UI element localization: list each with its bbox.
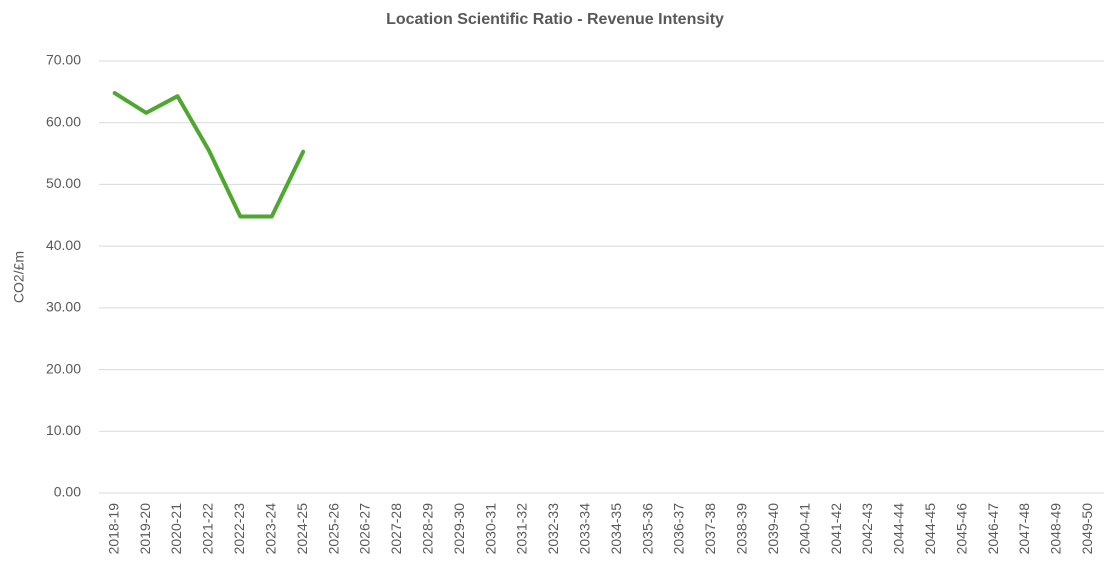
x-tick-label: 2046-47 — [985, 503, 1001, 555]
x-tick-label: 2021-22 — [200, 503, 216, 555]
x-tick-label: 2023-24 — [262, 503, 278, 555]
x-tick-label: 2047-48 — [1016, 503, 1032, 555]
x-tick-label: 2035-36 — [639, 503, 655, 555]
x-tick-label: 2027-28 — [388, 503, 404, 555]
y-axis-label: CO2/£m — [11, 251, 27, 303]
x-tick-label: 2020-21 — [168, 503, 184, 555]
x-tick-label: 2040-41 — [796, 503, 812, 555]
x-tick-label: 2028-29 — [419, 503, 435, 555]
y-tick-label: 70.00 — [46, 52, 81, 68]
x-tick-label: 2022-23 — [231, 503, 247, 555]
x-tick-label: 2024-25 — [294, 503, 310, 555]
x-tick-label: 2034-35 — [608, 503, 624, 555]
x-tick-label: 2033-34 — [577, 503, 593, 555]
x-tick-label: 2042-43 — [859, 503, 875, 555]
x-tick-label: 2019-20 — [137, 503, 153, 555]
x-tick-label: 2026-27 — [357, 503, 373, 555]
x-tick-label: 2048-49 — [1048, 503, 1064, 555]
y-tick-label: 60.00 — [46, 113, 81, 129]
x-tick-label: 2045-46 — [953, 503, 969, 555]
x-tick-label: 2032-33 — [545, 503, 561, 555]
y-tick-label: 30.00 — [46, 299, 81, 315]
x-tick-label: 2025-26 — [325, 503, 341, 555]
x-tick-label: 2036-37 — [671, 503, 687, 555]
x-tick-label: 2044-45 — [922, 503, 938, 555]
chart-title: Location Scientific Ratio - Revenue Inte… — [386, 11, 724, 28]
x-tick-label: 2039-40 — [765, 503, 781, 555]
x-tick-label: 2018-19 — [105, 503, 121, 555]
x-tick-label: 2041-42 — [828, 503, 844, 555]
data-line — [112, 91, 306, 219]
x-tick-label: 2037-38 — [702, 503, 718, 555]
y-tick-label: 10.00 — [46, 422, 81, 438]
x-tick-label: 2030-31 — [482, 503, 498, 555]
y-tick-label: 0.00 — [54, 484, 81, 500]
y-tick-label: 50.00 — [46, 175, 81, 191]
x-tick-label: 2044-44 — [891, 503, 907, 555]
x-tick-label: 2038-39 — [734, 503, 750, 555]
x-tick-label: 2049-50 — [1079, 503, 1095, 555]
x-tick-label: 2029-30 — [451, 503, 467, 555]
x-tick-label: 2031-32 — [514, 503, 530, 555]
y-tick-label: 20.00 — [46, 360, 81, 376]
y-tick-label: 40.00 — [46, 237, 81, 253]
